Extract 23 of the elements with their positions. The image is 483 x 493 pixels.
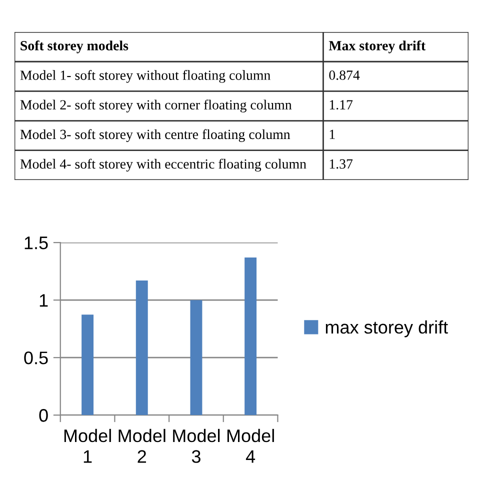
text: Model 2- soft storey with corner floating column [20,100,292,112]
text: 1.17 [330,100,353,110]
text: 1 [330,130,335,139]
x-tick-label: Model 4 [227,428,274,463]
text: Soft storey models [20,40,128,54]
bar [82,314,94,416]
legend-label: max storey drift [326,320,448,338]
x-tick-label: Model 1 [64,428,111,463]
y-tick-label: 0 [39,409,48,422]
y-tick-label: 1.5 [24,236,48,250]
x-tick-label: Model 3 [173,428,220,463]
y-tick-label: 0.5 [24,352,48,364]
text: 1.37 [330,159,353,169]
x-tick-label: Model 2 [118,428,166,463]
text: 0.874 [329,70,360,80]
bar [136,280,148,416]
text: Max storey drift [328,40,426,54]
text: Model 3- soft storey with centre floating column [20,129,290,142]
y-tick-label: 1 [40,294,48,307]
text: Model 4- soft storey with eccentric floating column [20,158,306,172]
bar [244,258,257,416]
text: Model 1- soft storey without floating column [20,70,270,83]
bar [190,300,202,416]
